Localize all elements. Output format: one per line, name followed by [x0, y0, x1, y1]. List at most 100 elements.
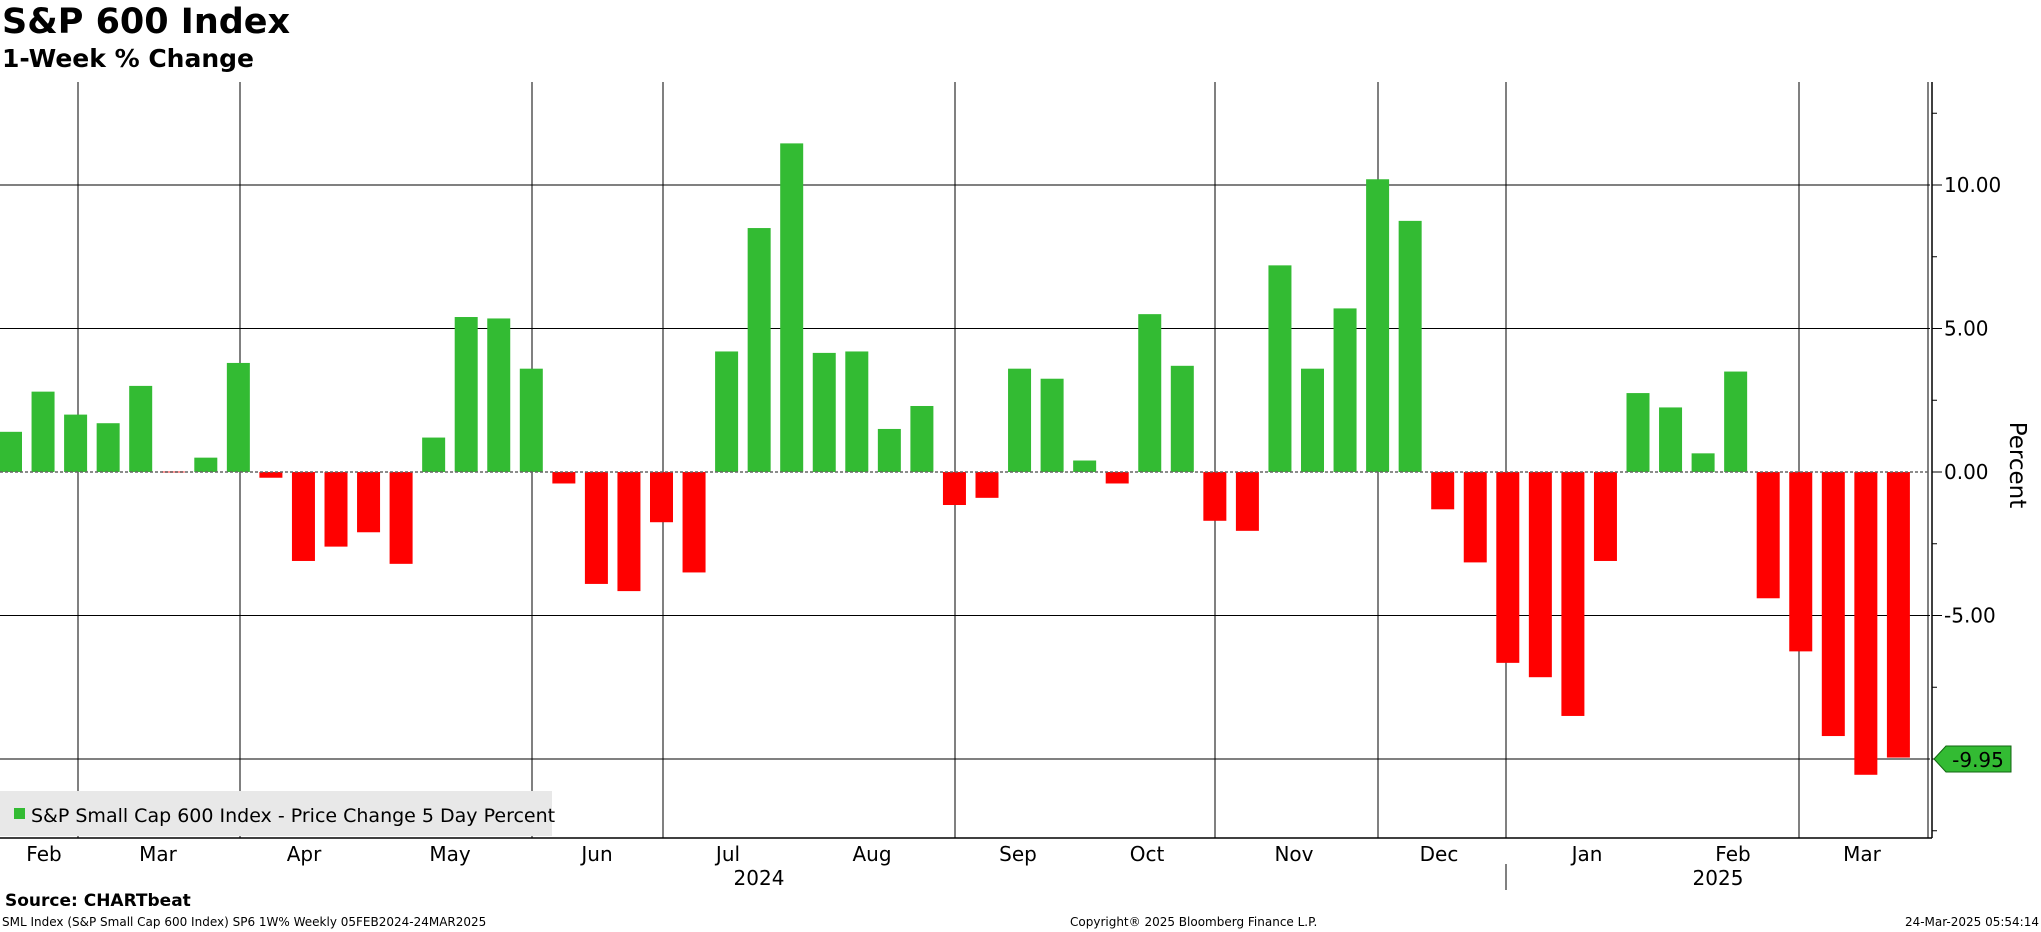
bar: [1886, 472, 1910, 758]
bar: [389, 472, 413, 564]
bar: [1301, 368, 1324, 472]
bar: [454, 317, 478, 472]
chart-title: S&P 600 Index: [2, 2, 291, 42]
source-label: Source: CHARTbeat: [5, 891, 191, 911]
bar: [584, 472, 608, 584]
horizontal-gridlines: [0, 184, 1930, 760]
bar: [780, 143, 804, 472]
bar: [161, 471, 185, 473]
x-tick-label: May: [429, 842, 471, 866]
bar: [422, 437, 446, 472]
bar: [845, 351, 869, 472]
bar: [1008, 368, 1032, 472]
x-tick-label: Jun: [579, 842, 612, 866]
bar: [910, 405, 934, 472]
bar: [1691, 453, 1715, 472]
bar: [1528, 472, 1552, 678]
x-tick-label: Jul: [714, 842, 740, 866]
bar: [1593, 472, 1617, 561]
bar-chart: 10.00 5.00 0.00 -5.00 Feb Mar Apr May Jun Jul Aug…: [0, 82, 2030, 890]
bar: [1789, 472, 1813, 652]
x-year-label: 2025: [1693, 866, 1744, 890]
bar: [259, 472, 283, 478]
legend-swatch: [14, 808, 25, 819]
bar: [96, 423, 120, 472]
last-value-badge: -9.95: [1933, 745, 2012, 773]
bar: [194, 457, 218, 472]
bar: [747, 228, 771, 472]
bar: [1138, 314, 1162, 472]
bar: [1040, 378, 1064, 472]
last-value-badge-shape: [1933, 745, 2012, 773]
bar: [812, 352, 836, 472]
bar: [519, 368, 543, 472]
bar: [291, 472, 315, 561]
bar: [1431, 472, 1455, 510]
x-tick-label: Feb: [1715, 842, 1750, 866]
x-tick-label: Feb: [26, 842, 61, 866]
bar: [1235, 472, 1259, 531]
bar: [1756, 472, 1780, 599]
bar: [487, 318, 511, 472]
bar-series: [0, 143, 1910, 775]
x-tick-label: Jan: [1570, 842, 1603, 866]
bar: [129, 385, 153, 472]
x-tick-labels: Feb Mar Apr May Jun Jul Aug Sep Oct Nov Dec Jan Feb M…: [26, 842, 1882, 890]
bar: [357, 472, 381, 533]
bar: [1366, 179, 1390, 472]
bar: [31, 391, 55, 472]
y-tick-label: 5.00: [1944, 317, 1989, 341]
bar: [1398, 220, 1422, 472]
bar: [1463, 472, 1487, 563]
bar: [552, 472, 576, 484]
footer-timestamp: 24-Mar-2025 05:54:14: [1904, 915, 2039, 929]
bar: [1203, 472, 1227, 521]
vertical-gridlines: [77, 82, 1929, 838]
bar: [1496, 472, 1520, 663]
bar: [1073, 460, 1097, 472]
bar: [1333, 308, 1357, 472]
bar: [650, 472, 673, 523]
bar: [975, 472, 999, 498]
legend-entry: S&P Small Cap 600 Index - Price Change 5…: [31, 805, 555, 827]
bar: [877, 428, 901, 472]
bar: [942, 472, 966, 506]
bar: [617, 472, 641, 592]
legend-box: [0, 791, 552, 836]
x-tick-label: Mar: [1843, 842, 1882, 866]
bar: [1561, 472, 1585, 716]
x-tick-label: Nov: [1274, 842, 1313, 866]
bar: [1821, 472, 1845, 737]
x-tick-label: Aug: [852, 842, 891, 866]
x-tick-label: Sep: [999, 842, 1037, 866]
last-value-label: -9.95: [1952, 748, 2004, 772]
legend: S&P Small Cap 600 Index - Price Change 5…: [0, 791, 555, 836]
x-tick-label: Apr: [287, 842, 322, 866]
x-year-label: 2024: [734, 866, 785, 890]
bar: [1854, 472, 1878, 775]
bar: [682, 472, 706, 573]
bar: [0, 431, 22, 472]
bar: [1105, 472, 1129, 484]
axes: [0, 82, 1942, 839]
y-tick-labels: 10.00 5.00 0.00 -5.00: [1944, 173, 2001, 628]
y-tick-label: 10.00: [1944, 173, 2001, 197]
bar: [1659, 407, 1683, 472]
bar: [1170, 365, 1194, 472]
bar: [715, 351, 739, 472]
bar: [1268, 265, 1292, 472]
chart-subtitle: 1-Week % Change: [2, 44, 254, 73]
x-tick-label: Mar: [139, 842, 178, 866]
y-tick-label: 0.00: [1944, 460, 1989, 484]
bar: [1724, 371, 1748, 472]
x-tick-label: Dec: [1420, 842, 1459, 866]
y-tick-label: -5.00: [1944, 604, 1996, 628]
footer-index-info: SML Index (S&P Small Cap 600 Index) SP6 …: [2, 915, 487, 929]
x-tick-label: Oct: [1130, 842, 1165, 866]
y-axis-label: Percent: [2004, 422, 2030, 509]
bar: [324, 472, 348, 547]
bar: [64, 414, 88, 472]
footer-copyright: Copyright® 2025 Bloomberg Finance L.P.: [1070, 915, 1318, 929]
bar: [226, 362, 250, 472]
bar: [1626, 393, 1650, 472]
